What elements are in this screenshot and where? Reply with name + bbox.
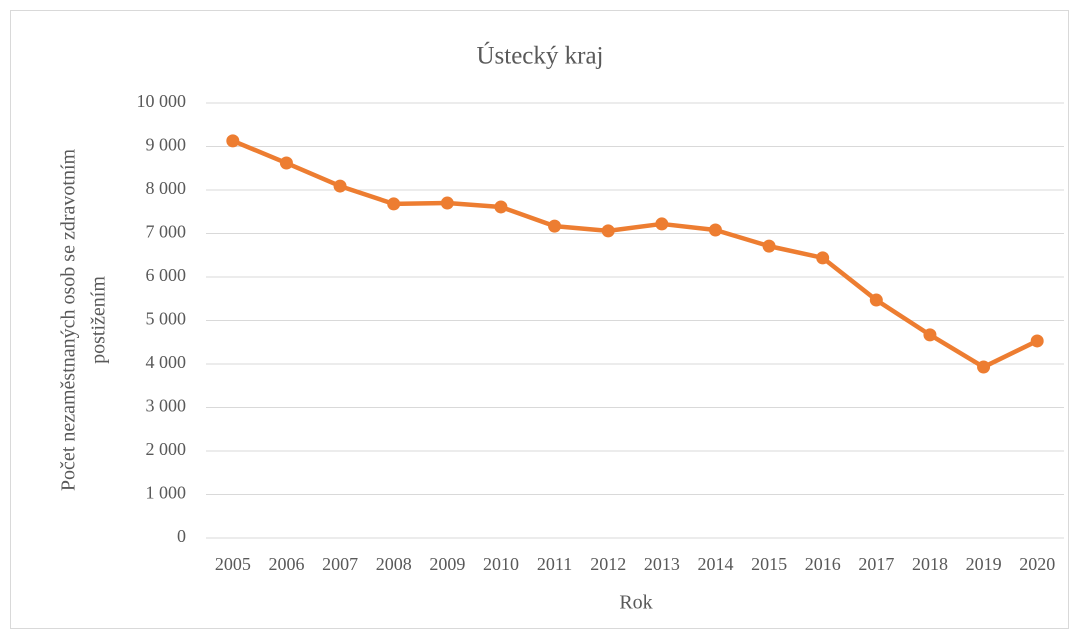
y-tick-label: 3 000 bbox=[146, 396, 187, 416]
x-tick-label: 2020 bbox=[1019, 554, 1055, 574]
x-tick-label: 2005 bbox=[215, 554, 251, 574]
y-tick-label: 0 bbox=[177, 526, 186, 546]
chart-frame bbox=[10, 10, 1069, 629]
x-tick-label: 2008 bbox=[376, 554, 412, 574]
y-axis-title-line: postižením bbox=[88, 276, 110, 364]
x-tick-label: 2014 bbox=[697, 554, 733, 574]
y-tick-label: 5 000 bbox=[146, 309, 187, 329]
marker bbox=[923, 328, 937, 342]
marker bbox=[655, 217, 669, 231]
y-tick-label: 7 000 bbox=[146, 222, 187, 242]
marker bbox=[816, 251, 830, 265]
y-tick-label: 9 000 bbox=[146, 135, 187, 155]
marker bbox=[387, 197, 401, 211]
x-tick-label: 2012 bbox=[590, 554, 626, 574]
x-tick-label: 2011 bbox=[537, 554, 572, 574]
marker bbox=[279, 156, 293, 170]
marker bbox=[762, 239, 776, 253]
marker bbox=[601, 224, 615, 238]
chart-title: Ústecký kraj bbox=[476, 42, 603, 70]
marker bbox=[548, 219, 562, 233]
y-tick-label: 8 000 bbox=[146, 178, 187, 198]
x-axis-title: Rok bbox=[619, 592, 652, 614]
marker bbox=[869, 293, 883, 307]
y-tick-label: 2 000 bbox=[146, 439, 187, 459]
marker bbox=[977, 360, 991, 374]
y-tick-label: 10 000 bbox=[137, 91, 187, 111]
marker bbox=[333, 179, 347, 193]
marker bbox=[708, 223, 722, 237]
x-tick-label: 2016 bbox=[805, 554, 841, 574]
y-axis-title-line: Počet nezaměstnaných osob se zdravotním bbox=[58, 149, 80, 492]
line bbox=[230, 138, 1040, 370]
x-tick-label: 2006 bbox=[268, 554, 304, 574]
x-tick-label: 2018 bbox=[912, 554, 948, 574]
x-tick-label: 2017 bbox=[858, 554, 894, 574]
marker bbox=[1030, 334, 1044, 348]
x-tick-label: 2009 bbox=[429, 554, 465, 574]
x-tick-label: 2007 bbox=[322, 554, 358, 574]
y-tick-label: 4 000 bbox=[146, 352, 187, 372]
x-tick-label: 2019 bbox=[966, 554, 1002, 574]
marker bbox=[494, 200, 508, 214]
marker bbox=[440, 196, 454, 210]
y-tick-label: 1 000 bbox=[146, 483, 187, 503]
x-tick-label: 2013 bbox=[644, 554, 680, 574]
x-tick-label: 2015 bbox=[751, 554, 787, 574]
y-axis-title: Počet nezaměstnaných osob se zdravotním … bbox=[58, 149, 110, 492]
marker bbox=[226, 134, 240, 148]
y-tick-label: 6 000 bbox=[146, 265, 187, 285]
x-tick-label: 2010 bbox=[483, 554, 519, 574]
